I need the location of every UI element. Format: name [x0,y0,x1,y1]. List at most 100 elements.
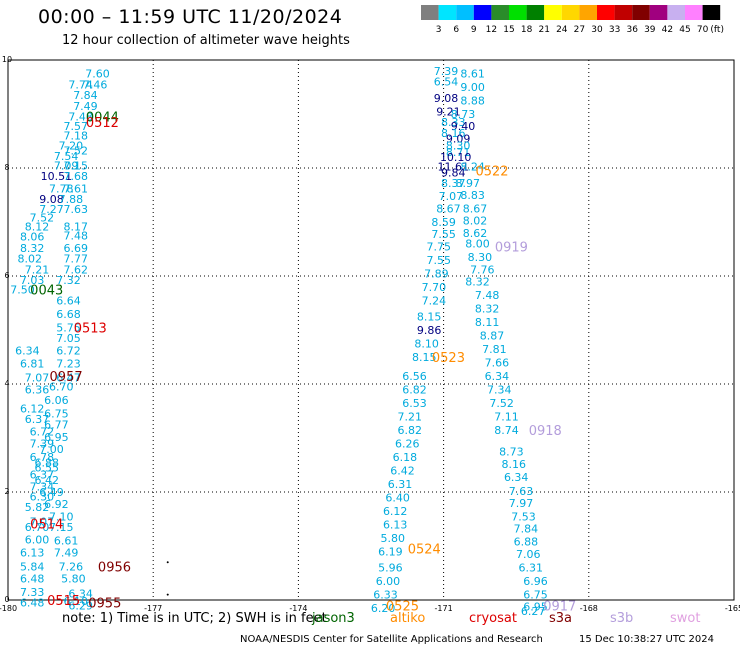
colorbar-swatch [544,5,562,20]
wave-height-label: 7.52 [64,145,89,158]
colorbar-swatch [491,5,509,20]
footer-timestamp: 15 Dec 10:38:27 UTC 2024 [579,634,714,645]
colorbar-swatch [473,5,492,20]
wave-height-label: 7.84 [73,89,98,102]
wave-height-label: 8.12 [25,220,50,233]
colorbar-swatch [561,5,580,20]
wave-height-label: 9.84 [441,166,466,179]
wave-height-label: 6.70 [25,521,50,534]
wave-height-label: 7.75 [427,240,452,253]
wave-height-label: 6.96 [523,575,548,588]
wave-height-label: 6.95 [44,431,69,444]
colorbar-swatch [685,5,703,20]
wave-height-label: 6.81 [20,357,45,370]
wave-height-label: 6.56 [402,370,427,383]
wave-height-label: 7.07 [30,516,55,529]
wave-height-label: 6.34 [68,588,93,601]
wave-height-label: 9.00 [460,81,485,94]
wave-height-label: 6.88 [514,536,539,549]
wave-height-label: 6.20 [371,602,396,615]
wave-height-label: 8.67 [436,203,461,216]
wave-height-label: 7.66 [485,356,510,369]
map-subtitle: 12 hour collection of altimeter wave hei… [62,33,350,48]
wave-height-label: 7.88 [59,193,84,206]
wave-height-label: 6.48 [20,572,45,585]
pass-time-label: 0514 [30,517,63,532]
wave-height-label: 6.95 [523,600,548,613]
colorbar-tick-label: 36 [626,25,638,35]
wave-height-label: 7.39 [434,65,459,78]
wave-height-label: 5.75 [56,321,81,334]
wave-height-label: 7.07 [25,372,50,385]
wave-height-label: 6.78 [30,451,55,464]
wave-height-label: 7.34 [487,383,512,396]
wave-height-label: 7.89 [424,267,449,280]
wave-height-label: 5.96 [378,562,403,575]
wave-height-label: 8.73 [451,108,476,121]
colorbar-tick-label: 9 [471,25,477,35]
wave-height-label: 8.17 [64,220,89,233]
wave-height-label: 7.74 [68,78,93,91]
wave-height-label: 6.92 [44,498,69,511]
wave-height-label: 7.62 [64,264,89,277]
wave-height-label: 6.12 [20,402,45,415]
wave-height-label: 7.39 [30,437,55,450]
wave-height-label: 6.12 [383,505,408,518]
wave-height-label: 8.10 [414,338,439,351]
colorbar-swatch [526,5,545,20]
wave-height-label: 6.06 [44,394,69,407]
wave-height-label: 5.84 [20,561,45,574]
wave-height-label: 7.24 [422,294,447,307]
pass-time-label: 0956 [98,561,131,576]
wave-height-label: 8.30 [468,251,493,264]
wave-height-label: 6.61 [54,535,79,548]
wave-height-label: 6.13 [383,518,408,531]
wave-height-label: 7.26 [59,561,84,574]
wave-height-label: 7.21 [397,410,422,423]
wave-height-label: 7.33 [20,586,45,599]
wave-height-label: 7.09 [54,159,79,172]
wave-height-label: 8.02 [18,253,43,266]
wave-height-label: 5.80 [381,532,406,545]
wave-height-label: 7.07 [439,190,464,203]
pass-time-label: 0525 [386,599,419,614]
wave-height-label: 5.80 [61,572,86,585]
wave-height-label: 8.88 [460,95,485,108]
pass-time-label: 0917 [543,599,576,614]
wave-height-label: 6.31 [518,562,543,575]
colorbar-tick-label: 27 [574,25,585,35]
wave-height-label: 6.30 [30,490,55,503]
wave-height-label: 11.61 [438,160,470,173]
wave-height-label: 7.84 [514,523,539,536]
pass-time-label: 0044 [86,111,119,126]
wave-height-label: 6.64 [56,294,81,307]
wave-height-label: 8.30 [446,139,471,152]
colorbar-tick-label: 30 [591,25,603,35]
wave-height-label: 7.18 [64,130,89,143]
wave-height-label: 8.32 [20,242,45,255]
island-dot [166,593,169,596]
wave-height-label: 7.57 [64,120,89,133]
y-tick-label: 6 [4,271,9,280]
legend-sat-swot: swot [670,611,701,626]
wave-height-label: 9.09 [446,132,471,145]
colorbar-tick-label: 3 [436,25,442,35]
colorbar-swatch [579,5,597,20]
wave-height-label: 7.15 [49,521,74,534]
wave-height-label: 7.52 [489,397,514,410]
wave-height-label: 6.54 [434,76,459,89]
wave-height-label: 10.10 [440,151,472,164]
wave-height-label: 7.97 [509,497,534,510]
y-tick-label: 2 [4,487,9,496]
wave-height-label: 6.82 [397,424,422,437]
wave-height-label: 6.82 [402,383,427,396]
wave-height-label: 6.75 [44,408,69,421]
wave-height-label: 7.49 [54,546,79,559]
y-tick-label: 4 [4,379,9,388]
wave-height-label: 7.06 [516,548,541,561]
wave-height-label: 6.19 [378,545,403,558]
wave-height-label: 6.34 [485,370,510,383]
wave-height-label: 7.34 [30,481,55,494]
wave-height-label: 8.33 [441,116,466,129]
